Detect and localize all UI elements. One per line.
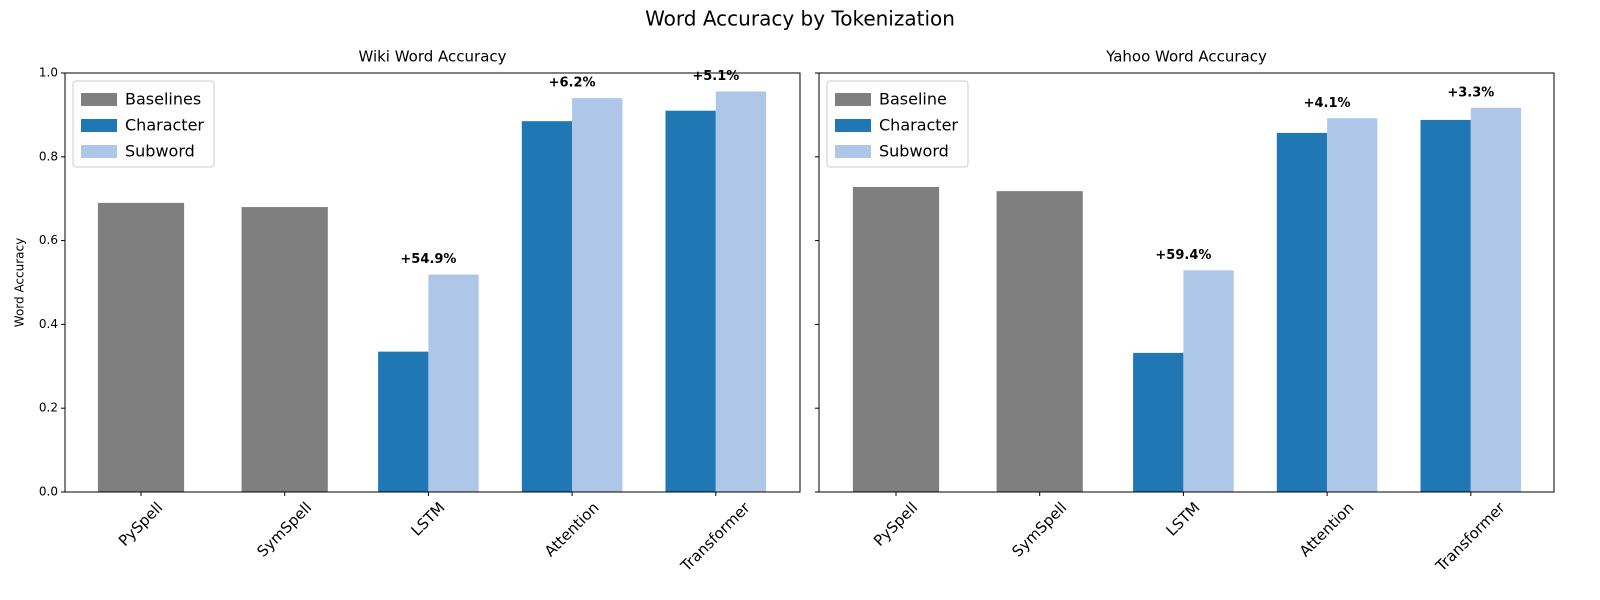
x-tick-label: Transformer bbox=[1432, 498, 1510, 576]
bar bbox=[428, 274, 479, 492]
legend-label: Subword bbox=[879, 142, 949, 161]
bar bbox=[852, 186, 940, 492]
annotation: +54.9% bbox=[400, 252, 456, 267]
y-tick-label: 0.2 bbox=[39, 401, 58, 415]
legend-swatch bbox=[835, 145, 871, 158]
y-tick-label: 0.0 bbox=[39, 485, 58, 499]
bar bbox=[521, 121, 573, 492]
legend-swatch bbox=[81, 145, 117, 158]
legend: Baselines Character Subword bbox=[72, 80, 215, 168]
x-tick-label: Attention bbox=[1296, 499, 1358, 561]
x-tick-label: PySpell bbox=[115, 499, 166, 550]
legend-label: Subword bbox=[125, 142, 195, 161]
y-tick-label: 1.0 bbox=[39, 66, 58, 80]
bar bbox=[996, 191, 1083, 492]
figure-title: Word Accuracy by Tokenization bbox=[645, 7, 955, 31]
bar bbox=[665, 110, 716, 493]
legend: Baseline Character Subword bbox=[826, 80, 969, 168]
x-tick-label: Transformer bbox=[677, 498, 755, 576]
bar bbox=[1183, 270, 1234, 492]
x-tick-label: SymSpell bbox=[1008, 499, 1070, 561]
bar bbox=[1133, 352, 1184, 492]
bar bbox=[1420, 119, 1471, 492]
plot-frame bbox=[64, 72, 801, 493]
bar bbox=[715, 91, 767, 492]
x-tick-label: LSTM bbox=[408, 499, 449, 540]
annotation: +4.1% bbox=[1304, 96, 1351, 111]
bar bbox=[378, 351, 429, 492]
y-tick-label: 0.8 bbox=[39, 149, 58, 163]
annotation: +5.1% bbox=[692, 69, 739, 84]
bar bbox=[1327, 118, 1378, 492]
panel-title: Wiki Word Accuracy bbox=[358, 48, 506, 66]
legend-swatch bbox=[835, 93, 871, 106]
bar bbox=[572, 98, 623, 492]
plot-frame bbox=[818, 72, 1555, 493]
legend-label: Character bbox=[879, 116, 958, 135]
legend-swatch bbox=[81, 119, 117, 132]
annotation: +59.4% bbox=[1155, 248, 1211, 263]
y-tick-label: 0.4 bbox=[39, 317, 58, 331]
y-tick-label: 0.6 bbox=[39, 233, 58, 247]
x-tick-label: LSTM bbox=[1163, 499, 1204, 540]
bar bbox=[97, 202, 185, 492]
legend-label: Baselines bbox=[125, 90, 201, 109]
x-tick-label: SymSpell bbox=[253, 499, 315, 561]
annotation: +3.3% bbox=[1447, 85, 1494, 100]
y-axis-label: Word Accuracy bbox=[13, 238, 27, 327]
legend-label: Baseline bbox=[879, 90, 947, 109]
legend-swatch bbox=[835, 119, 871, 132]
x-tick-label: Attention bbox=[541, 499, 603, 561]
panel-title: Yahoo Word Accuracy bbox=[1105, 48, 1267, 66]
bar bbox=[1470, 107, 1522, 492]
annotation: +6.2% bbox=[549, 76, 596, 91]
bar bbox=[241, 207, 328, 492]
legend-label: Character bbox=[125, 116, 204, 135]
legend-swatch bbox=[81, 93, 117, 106]
x-tick-label: PySpell bbox=[870, 499, 921, 550]
bar bbox=[1276, 132, 1328, 493]
